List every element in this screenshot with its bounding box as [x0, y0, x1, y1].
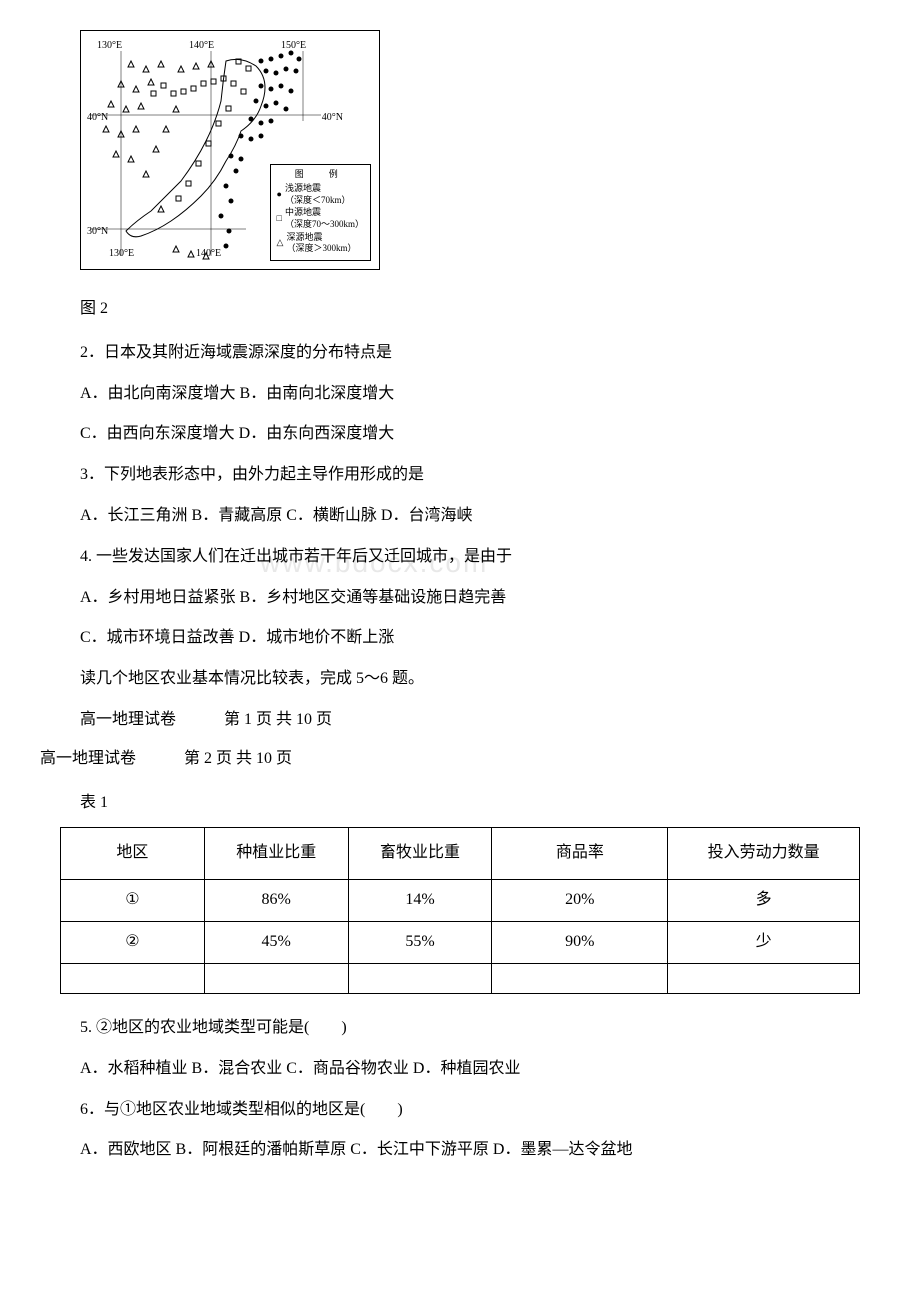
q4-stem: 4. 一些发达国家人们在迁出城市若干年后又迁回城市，是由于: [80, 543, 860, 572]
q3-stem: 3．下列地表形态中，由外力起主导作用形成的是: [80, 461, 860, 490]
cell-empty: [61, 963, 205, 993]
table-header-row: 地区 种植业比重 畜牧业比重 商品率 投入劳动力数量: [61, 828, 860, 880]
cell: 14%: [348, 880, 492, 922]
cell: 20%: [492, 880, 668, 922]
cell-region-2: ②: [61, 922, 205, 964]
th-labor: 投入劳动力数量: [668, 828, 860, 880]
dot-icon: ●: [277, 189, 282, 201]
figure-2-caption: 图 2: [80, 295, 860, 324]
th-livestock: 畜牧业比重: [348, 828, 492, 880]
th-commodity: 商品率: [492, 828, 668, 880]
page-footer-2: 高一地理试卷 第 2 页 共 10 页: [40, 745, 860, 774]
cell: 多: [668, 880, 860, 922]
legend-item-deep: △ 深源地震（深度＞300km）: [277, 232, 364, 255]
legend-item-mid: □ 中源地震（深度70～300km）: [277, 207, 364, 230]
intro-5-6: 读几个地区农业基本情况比较表，完成 5～6 题。: [80, 665, 860, 694]
cell-empty: [204, 963, 348, 993]
cell-empty: [668, 963, 860, 993]
cell-empty: [492, 963, 668, 993]
cell-empty: [348, 963, 492, 993]
th-planting: 种植业比重: [204, 828, 348, 880]
cell: 55%: [348, 922, 492, 964]
table-row: ① 86% 14% 20% 多: [61, 880, 860, 922]
q4-options-2: C．城市环境日益改善 D．城市地价不断上涨: [80, 624, 860, 653]
cell: 86%: [204, 880, 348, 922]
cell-region-1: ①: [61, 880, 205, 922]
q2-stem: 2．日本及其附近海域震源深度的分布特点是: [80, 339, 860, 368]
q5-stem: 5. ②地区的农业地域类型可能是( ): [80, 1014, 860, 1043]
triangle-icon: △: [277, 237, 284, 249]
square-icon: □: [277, 213, 282, 225]
q2-options-2: C．由西向东深度增大 D．由东向西深度增大: [80, 420, 860, 449]
cell: 45%: [204, 922, 348, 964]
agriculture-table: 地区 种植业比重 畜牧业比重 商品率 投入劳动力数量 ① 86% 14% 20%…: [60, 827, 860, 994]
table-1-caption: 表 1: [80, 789, 860, 818]
map-legend: 图 例 ● 浅源地震（深度＜70km） □ 中源地震（深度70～300km） △…: [270, 164, 371, 261]
table-row-empty: [61, 963, 860, 993]
cell: 少: [668, 922, 860, 964]
q6-options: A．西欧地区 B．阿根廷的潘帕斯草原 C．长江中下游平原 D．墨累—达令盆地: [80, 1136, 860, 1165]
cell: 90%: [492, 922, 668, 964]
q3-options: A．长江三角洲 B．青藏高原 C．横断山脉 D．台湾海峡: [80, 502, 860, 531]
map-figure-container: 130°E 140°E 150°E 40°N 40°N 30°N 130°E 1…: [80, 30, 860, 270]
japan-earthquake-map: 130°E 140°E 150°E 40°N 40°N 30°N 130°E 1…: [80, 30, 380, 270]
page-footer-1: 高一地理试卷 第 1 页 共 10 页: [80, 706, 860, 735]
legend-title: 图 例: [277, 169, 364, 181]
q5-options: A．水稻种植业 B．混合农业 C．商品谷物农业 D．种植园农业: [80, 1055, 860, 1084]
q6-stem: 6．与①地区农业地域类型相似的地区是( ): [80, 1096, 860, 1125]
q2-options-1: A．由北向南深度增大 B．由南向北深度增大: [80, 380, 860, 409]
th-region: 地区: [61, 828, 205, 880]
q4-options-1: A．乡村用地日益紧张 B．乡村地区交通等基础设施日趋完善: [80, 584, 860, 613]
legend-item-shallow: ● 浅源地震（深度＜70km）: [277, 183, 364, 206]
table-row: ② 45% 55% 90% 少: [61, 922, 860, 964]
